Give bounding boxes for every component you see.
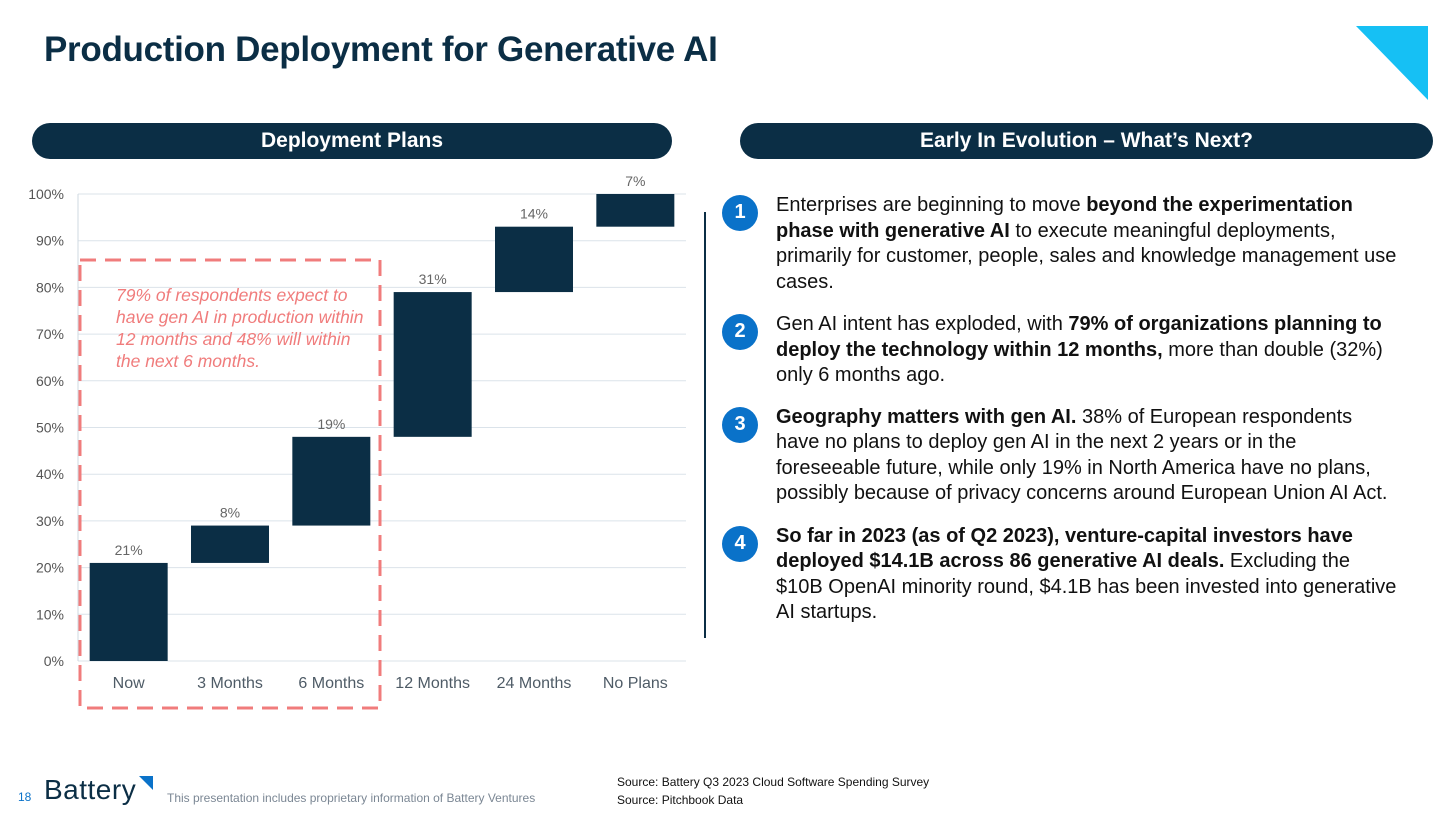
y-tick-label: 30% [36,513,64,529]
deployment-plans-chart: 0% 10% 20% 30% 40% 50% 60% 70% 80% 90% 100% 21% Now 8… [28,173,686,710]
data-label: 31% [419,271,447,287]
y-tick-label: 80% [36,279,64,295]
page-number: 18 [18,790,32,804]
number-badge-4: 4 [722,525,758,562]
battery-logo-mark-icon [139,776,153,790]
point-2-text: Gen AI intent has exploded, with 79% of … [776,313,1383,386]
data-label: 14% [520,206,548,222]
y-tick-label: 20% [36,560,64,576]
y-tick-label: 100% [28,186,64,202]
bar [596,194,675,227]
vertical-divider [704,212,706,638]
callout-text: 79% of respondents expect to have gen AI… [116,285,364,371]
number-badge-3: 3 [722,406,758,443]
y-tick-label: 10% [36,606,64,622]
x-tick-label: 24 Months [497,675,572,692]
bar [393,292,472,437]
point-3: 3 Geography matters with gen AI. 38% of … [720,405,1400,507]
point-3-text: Geography matters with gen AI. 38% of Eu… [776,405,1388,505]
y-tick-label: 90% [36,233,64,249]
callout-box [78,258,382,710]
bar [495,226,573,293]
y-tick-label: 60% [36,373,64,389]
point-1-text: Enterprises are beginning to move beyond… [776,194,1397,293]
point-4: 4 So far in 2023 (as of Q2 2023), ventur… [720,524,1400,626]
y-tick-label: 0% [44,653,64,669]
number-badge-2: 2 [722,314,758,350]
data-label: 21% [115,542,143,558]
source-line: Source: Pitchbook Data [617,793,744,807]
x-tick-label: 12 Months [395,675,470,692]
x-tick-label: 6 Months [298,675,364,692]
whats-next-header: Early In Evolution – What’s Next? [740,123,1433,159]
point-2: 2 Gen AI intent has exploded, with 79% o… [720,312,1400,389]
y-tick-label: 70% [36,326,64,342]
bar [89,562,168,661]
y-tick-label: 50% [36,420,64,436]
number-badge-1: 1 [722,195,758,231]
page-title: Production Deployment for Generative AI [44,30,718,69]
bar [292,436,371,526]
data-label: 19% [317,416,345,432]
bar [191,525,269,563]
triangle-decoration-icon [1356,26,1428,100]
disclaimer: This presentation includes proprietary i… [167,791,536,805]
key-points-list: 1 Enterprises are beginning to move beyo… [720,193,1400,626]
x-tick-label: No Plans [603,675,668,692]
sources: Source: Battery Q3 2023 Cloud Software S… [617,773,929,809]
y-tick-label: 40% [36,466,64,482]
data-label: 8% [220,505,240,521]
point-4-text: So far in 2023 (as of Q2 2023), venture-… [776,524,1397,624]
deployment-plans-header: Deployment Plans [32,123,672,159]
x-tick-label: 3 Months [197,675,263,692]
battery-logo: Battery [44,774,137,805]
data-label: 7% [625,173,645,189]
source-line: Source: Battery Q3 2023 Cloud Software S… [617,775,930,789]
point-1: 1 Enterprises are beginning to move beyo… [720,193,1400,295]
x-tick-label: Now [113,675,145,692]
